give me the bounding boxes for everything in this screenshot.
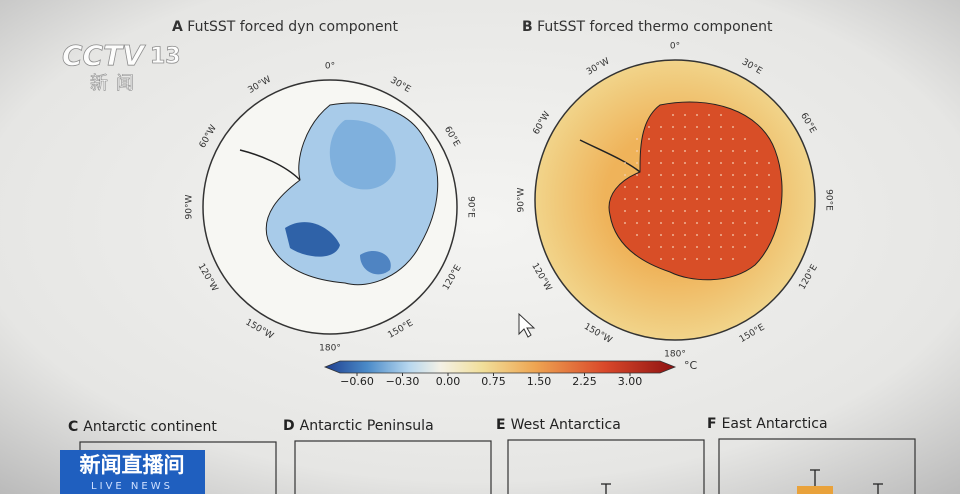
longitude-label: 90°E [466,196,476,218]
program-title: 新闻直播间 [80,453,185,477]
longitude-label: 90°W [517,187,527,212]
longitude-label: 180° [319,344,341,354]
panel-letter: C [68,419,78,435]
longitude-label: 0° [325,62,335,72]
bar [797,486,833,494]
logo-number: 13 [150,44,181,69]
channel-logo: CCTV 13 新闻 [62,39,181,95]
plot-frame [507,439,705,498]
anomaly-region [329,119,396,190]
colorbar-tick-label: 0.75 [481,375,506,388]
colorbar-unit: °C [684,359,698,372]
colorbar-tick-label: 1.50 [527,375,552,388]
longitude-label: 90°W [185,194,195,219]
panel-title: E West Antarctica [496,417,621,433]
panel-letter: D [283,418,295,434]
plot-frame [718,438,916,498]
program-banner [60,450,205,494]
colorbar-tick-label: −0.60 [340,375,374,388]
logo-text: CCTV [62,39,146,72]
channel-name: 新闻 [90,73,142,94]
panel-title-text: East Antarctica [722,416,828,432]
panel-title-text: West Antarctica [511,417,621,433]
panel-letter: E [496,417,506,433]
longitude-label: 90°E [824,189,834,211]
mouse-cursor [518,312,536,338]
colorbar-ticks: −0.60 −0.30 0.00 0.75 1.50 2.25 3.00 [340,373,642,388]
panel-letter: F [707,416,717,432]
significance-stipple [624,114,770,260]
panel-title: B FutSST forced thermo component [522,19,773,35]
antarctica-thermo [608,101,783,281]
panel-title: C Antarctic continent [68,419,217,435]
colorbar-tick-label: 0.00 [436,375,461,388]
error-bar [601,483,611,494]
panel-title: D Antarctic Peninsula [283,418,434,434]
program-subtitle: LIVE NEWS [91,481,173,492]
anomaly-region [285,222,340,257]
lower-panels: C Antarctic continent D Antarctic Peninsula… [68,416,916,498]
peninsula [579,139,641,173]
panel-title: F East Antarctica [707,416,828,432]
panel-title-text: Antarctic continent [83,419,217,435]
colorbar [323,360,677,374]
colorbar-tick-label: 2.25 [572,375,597,388]
panel-title: A FutSST forced dyn component [172,19,399,35]
longitude-label: 180° [664,350,686,360]
anomaly-region [360,250,391,275]
colorbar-tick-label: 3.00 [618,375,643,388]
plot-frame [294,440,492,498]
longitude-label: 0° [670,42,680,52]
colorbar-tick-label: −0.30 [386,375,420,388]
error-bar [873,483,883,494]
peninsula [239,149,301,181]
panel-title-text: Antarctic Peninsula [300,418,434,434]
